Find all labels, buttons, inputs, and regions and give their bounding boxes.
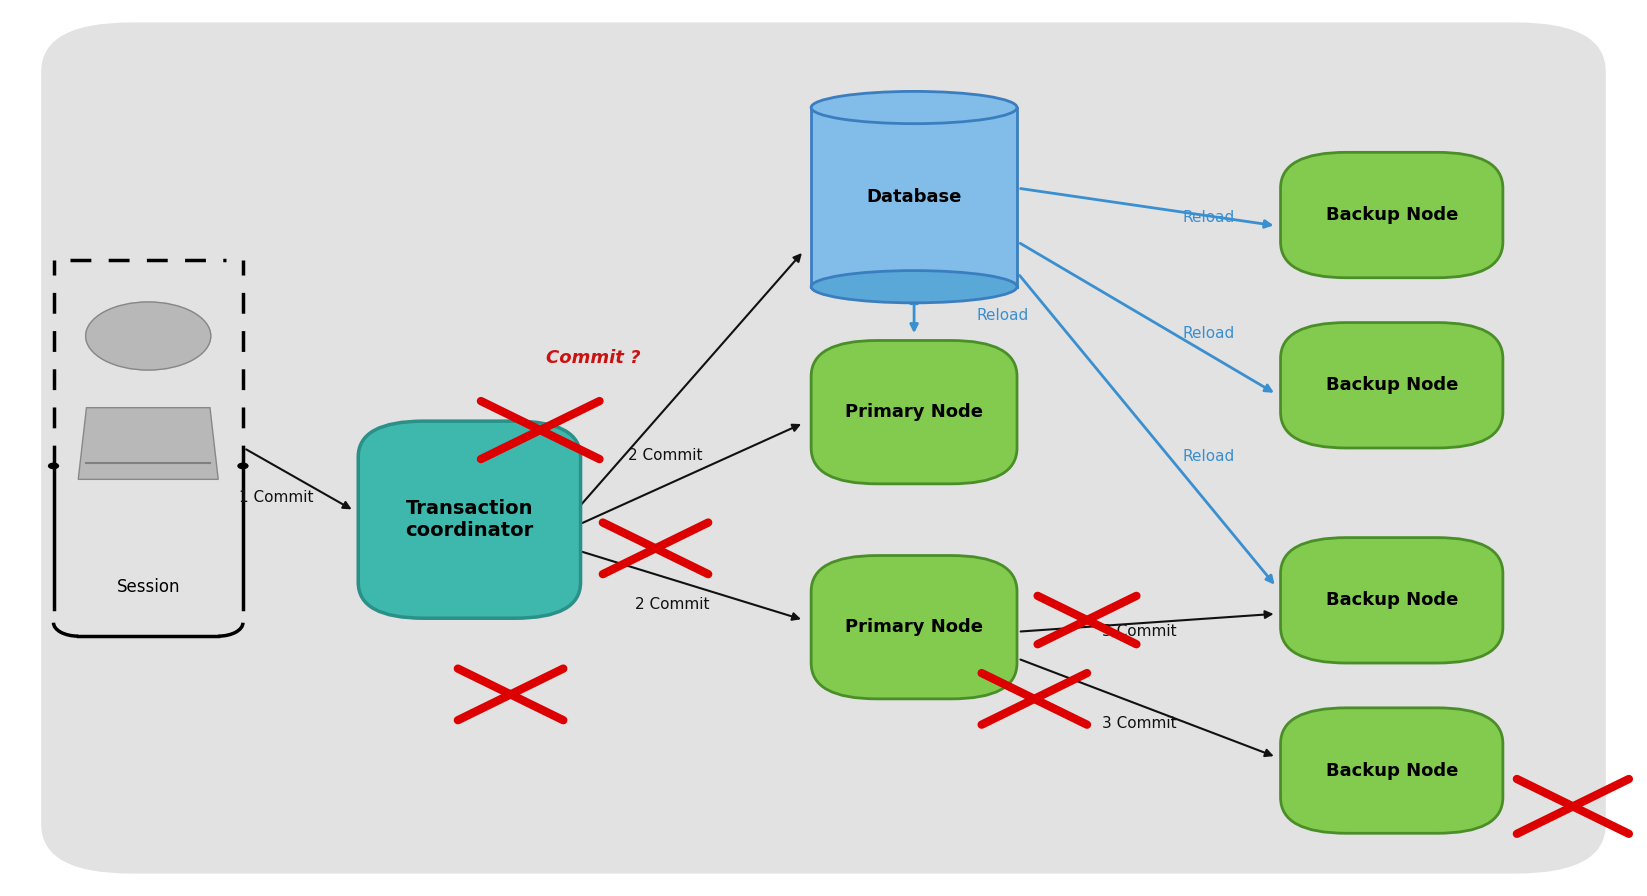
Text: Primary Node: Primary Node [845, 403, 983, 421]
FancyArrowPatch shape [1019, 244, 1271, 392]
Text: Transaction
coordinator: Transaction coordinator [405, 499, 534, 540]
FancyBboxPatch shape [812, 340, 1018, 484]
Text: 2 Commit: 2 Commit [628, 448, 703, 462]
Text: 1 Commit: 1 Commit [239, 490, 315, 504]
Ellipse shape [812, 271, 1018, 303]
Text: 3 Commit: 3 Commit [1102, 717, 1178, 731]
FancyArrowPatch shape [583, 425, 799, 523]
Bar [812, 108, 1018, 287]
Circle shape [237, 463, 247, 469]
Text: Database: Database [866, 188, 962, 206]
Circle shape [48, 463, 59, 469]
FancyBboxPatch shape [1281, 323, 1504, 448]
Polygon shape [77, 408, 217, 479]
Text: Backup Node: Backup Node [1326, 376, 1458, 394]
FancyArrowPatch shape [245, 450, 349, 508]
FancyArrowPatch shape [581, 254, 800, 504]
FancyBboxPatch shape [1281, 708, 1504, 833]
Text: Session: Session [117, 578, 180, 596]
Text: Backup Node: Backup Node [1326, 206, 1458, 224]
Text: Reload: Reload [1183, 450, 1235, 464]
Text: Reload: Reload [977, 308, 1029, 323]
FancyBboxPatch shape [359, 421, 581, 618]
FancyArrowPatch shape [1021, 611, 1271, 632]
FancyArrowPatch shape [1021, 188, 1270, 228]
Text: 3 Commit: 3 Commit [1102, 625, 1178, 639]
Text: Commit ?: Commit ? [545, 349, 641, 367]
Text: Primary Node: Primary Node [845, 618, 983, 636]
Ellipse shape [812, 91, 1018, 124]
Circle shape [86, 302, 211, 370]
Text: Backup Node: Backup Node [1326, 591, 1458, 609]
Text: Reload: Reload [1183, 326, 1235, 340]
FancyBboxPatch shape [1281, 152, 1504, 278]
Text: Backup Node: Backup Node [1326, 762, 1458, 780]
FancyArrowPatch shape [583, 552, 799, 620]
Text: 2 Commit: 2 Commit [634, 598, 710, 612]
FancyBboxPatch shape [41, 22, 1606, 874]
FancyBboxPatch shape [812, 556, 1018, 699]
FancyBboxPatch shape [1281, 538, 1504, 663]
Text: Reload: Reload [1183, 211, 1235, 225]
FancyArrowPatch shape [1021, 659, 1271, 756]
FancyArrowPatch shape [1019, 275, 1273, 582]
FancyArrowPatch shape [911, 297, 917, 330]
